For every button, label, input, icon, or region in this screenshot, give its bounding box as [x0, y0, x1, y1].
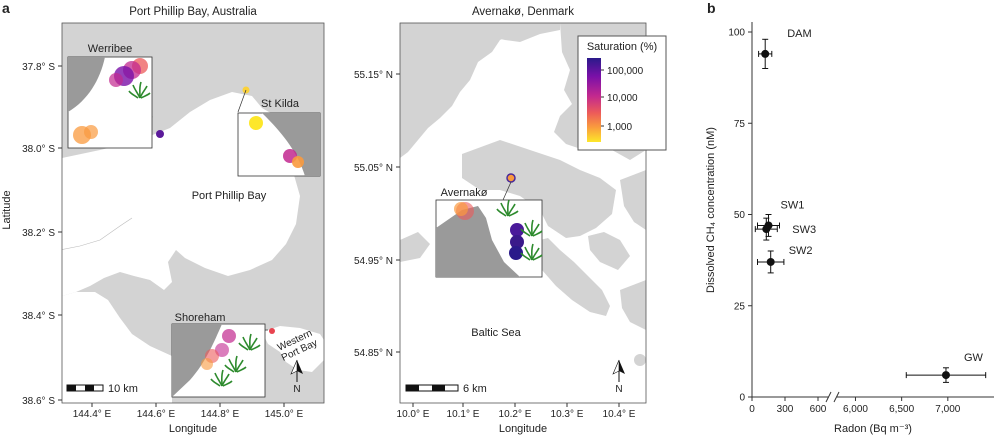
x-tick-label: 10.4° E: [603, 409, 636, 420]
point-label: SW1: [781, 199, 805, 211]
y-tick-label: 50: [734, 210, 746, 221]
x-axis-label: Longitude: [169, 423, 217, 435]
x-tick-label: 144.6° E: [137, 409, 176, 420]
x-tick-label: 145.0° E: [265, 409, 304, 420]
y-tick-label: 38.2° S: [22, 228, 55, 239]
x-tick-label: 6,500: [889, 404, 914, 415]
y-axis-label: Dissolved CH₄ concentration (nM): [705, 127, 717, 293]
point-label: DAM: [787, 28, 811, 40]
legend-tick: 100,000: [607, 66, 644, 77]
point-label: GW: [964, 352, 984, 364]
north-label: N: [615, 384, 622, 395]
scatter-chart: 0 25 50 75 100 0 300 600 6,000 6,500 7,000 DAM SW1 S…: [705, 22, 994, 435]
scalebar-left: 10 km: [66, 383, 138, 395]
water-label-ppb: Port Phillip Bay: [192, 190, 267, 202]
scalebar-label: 6 km: [463, 383, 487, 395]
y-tick-label: 25: [734, 301, 746, 312]
data-point: SW2: [757, 245, 813, 274]
y-axis-label: Latitude: [1, 190, 13, 229]
legend-tick: 1,000: [607, 122, 632, 133]
north-arrow-left: N: [290, 359, 303, 395]
point-marker: [762, 225, 771, 234]
axis-break-mark: [825, 391, 840, 403]
x-tick-label: 300: [777, 404, 794, 415]
y-tick-label: 55.15° N: [354, 70, 393, 81]
western-port-water: [262, 326, 324, 372]
north-label: N: [293, 384, 300, 395]
y-tick-label: 38.0° S: [22, 144, 55, 155]
inset-avernako: Avernakø: [435, 187, 543, 278]
data-point: SW3: [754, 217, 816, 241]
x-tick-label: 10.3° E: [551, 409, 584, 420]
panel-a-label: a: [2, 0, 10, 16]
data-point: DAM: [758, 28, 812, 69]
legend-title: Saturation (%): [587, 41, 657, 53]
saturation-legend: Saturation (%) 100,000 10,000 1,000: [577, 35, 667, 151]
y-tick-label: 37.8° S: [22, 62, 55, 73]
y-tick-label: 38.4° S: [22, 311, 55, 322]
point-marker: [941, 371, 950, 380]
point-marker: [761, 49, 770, 58]
site-marker: [269, 328, 275, 334]
bay-heads-water: [62, 292, 172, 403]
legend-tick: 10,000: [607, 93, 638, 104]
map-left-frame: [61, 22, 325, 404]
inset-werribee: Werribee: [67, 43, 153, 149]
legend-colorbar: [587, 58, 601, 142]
y-tick-label: 54.85° N: [354, 348, 393, 359]
inset-title: Shoreham: [175, 312, 226, 324]
x-tick-label: 600: [810, 404, 827, 415]
point-label: SW2: [789, 245, 813, 257]
map-left-title: Port Phillip Bay, Australia: [129, 6, 257, 18]
inset-title: Avernakø: [441, 187, 488, 199]
point-marker: [766, 257, 775, 266]
site-marker: [156, 130, 164, 138]
panel-b-label: b: [707, 0, 716, 16]
axis-ticks-left: 144.4° E 144.6° E 144.8° E 145.0° E 37.8…: [22, 62, 303, 420]
x-tick-label: 0: [749, 404, 755, 415]
axis-ticks-right: 10.0° E 10.1° E 10.2° E 10.3° E 10.4° E …: [354, 70, 636, 420]
map-right-title: Avernakø, Denmark: [472, 6, 574, 18]
x-axis-label: Longitude: [499, 423, 547, 435]
y-tick-label: 55.05° N: [354, 163, 393, 174]
map-port-phillip: Port Phillip Bay, Australia Port Phillip…: [1, 6, 325, 435]
x-tick-label: 7,000: [935, 404, 960, 415]
data-point: GW: [905, 352, 987, 383]
inset-shoreham: Shoreham: [171, 312, 266, 398]
scalebar-right: 6 km: [405, 383, 487, 395]
x-axis-label: Radon (Bq m⁻³): [834, 423, 912, 435]
y-tick-label: 100: [728, 28, 745, 39]
north-arrow-right: N: [612, 359, 625, 395]
x-tick-label: 144.4° E: [73, 409, 112, 420]
x-tick-label: 10.1° E: [447, 409, 480, 420]
inset-title: Werribee: [88, 43, 132, 55]
y-tick-label: 54.95° N: [354, 256, 393, 267]
x-tick-label: 144.8° E: [201, 409, 240, 420]
site-marker: [506, 173, 516, 183]
y-tick-label: 0: [739, 393, 745, 404]
map-avernako: Avernakø, Denmark Avernakø: [354, 6, 667, 435]
inset-title: St Kilda: [261, 98, 300, 110]
scalebar-label: 10 km: [108, 383, 138, 395]
y-tick-label: 38.6° S: [22, 396, 55, 407]
sea-label: Baltic Sea: [471, 327, 521, 339]
x-tick-label: 10.0° E: [397, 409, 430, 420]
inset-stkilda: St Kilda: [237, 98, 321, 177]
x-tick-label: 6,000: [843, 404, 868, 415]
map-right-frame: [399, 22, 647, 404]
y-tick-label: 75: [734, 119, 746, 130]
x-tick-label: 10.2° E: [499, 409, 532, 420]
point-label: SW3: [792, 224, 816, 236]
